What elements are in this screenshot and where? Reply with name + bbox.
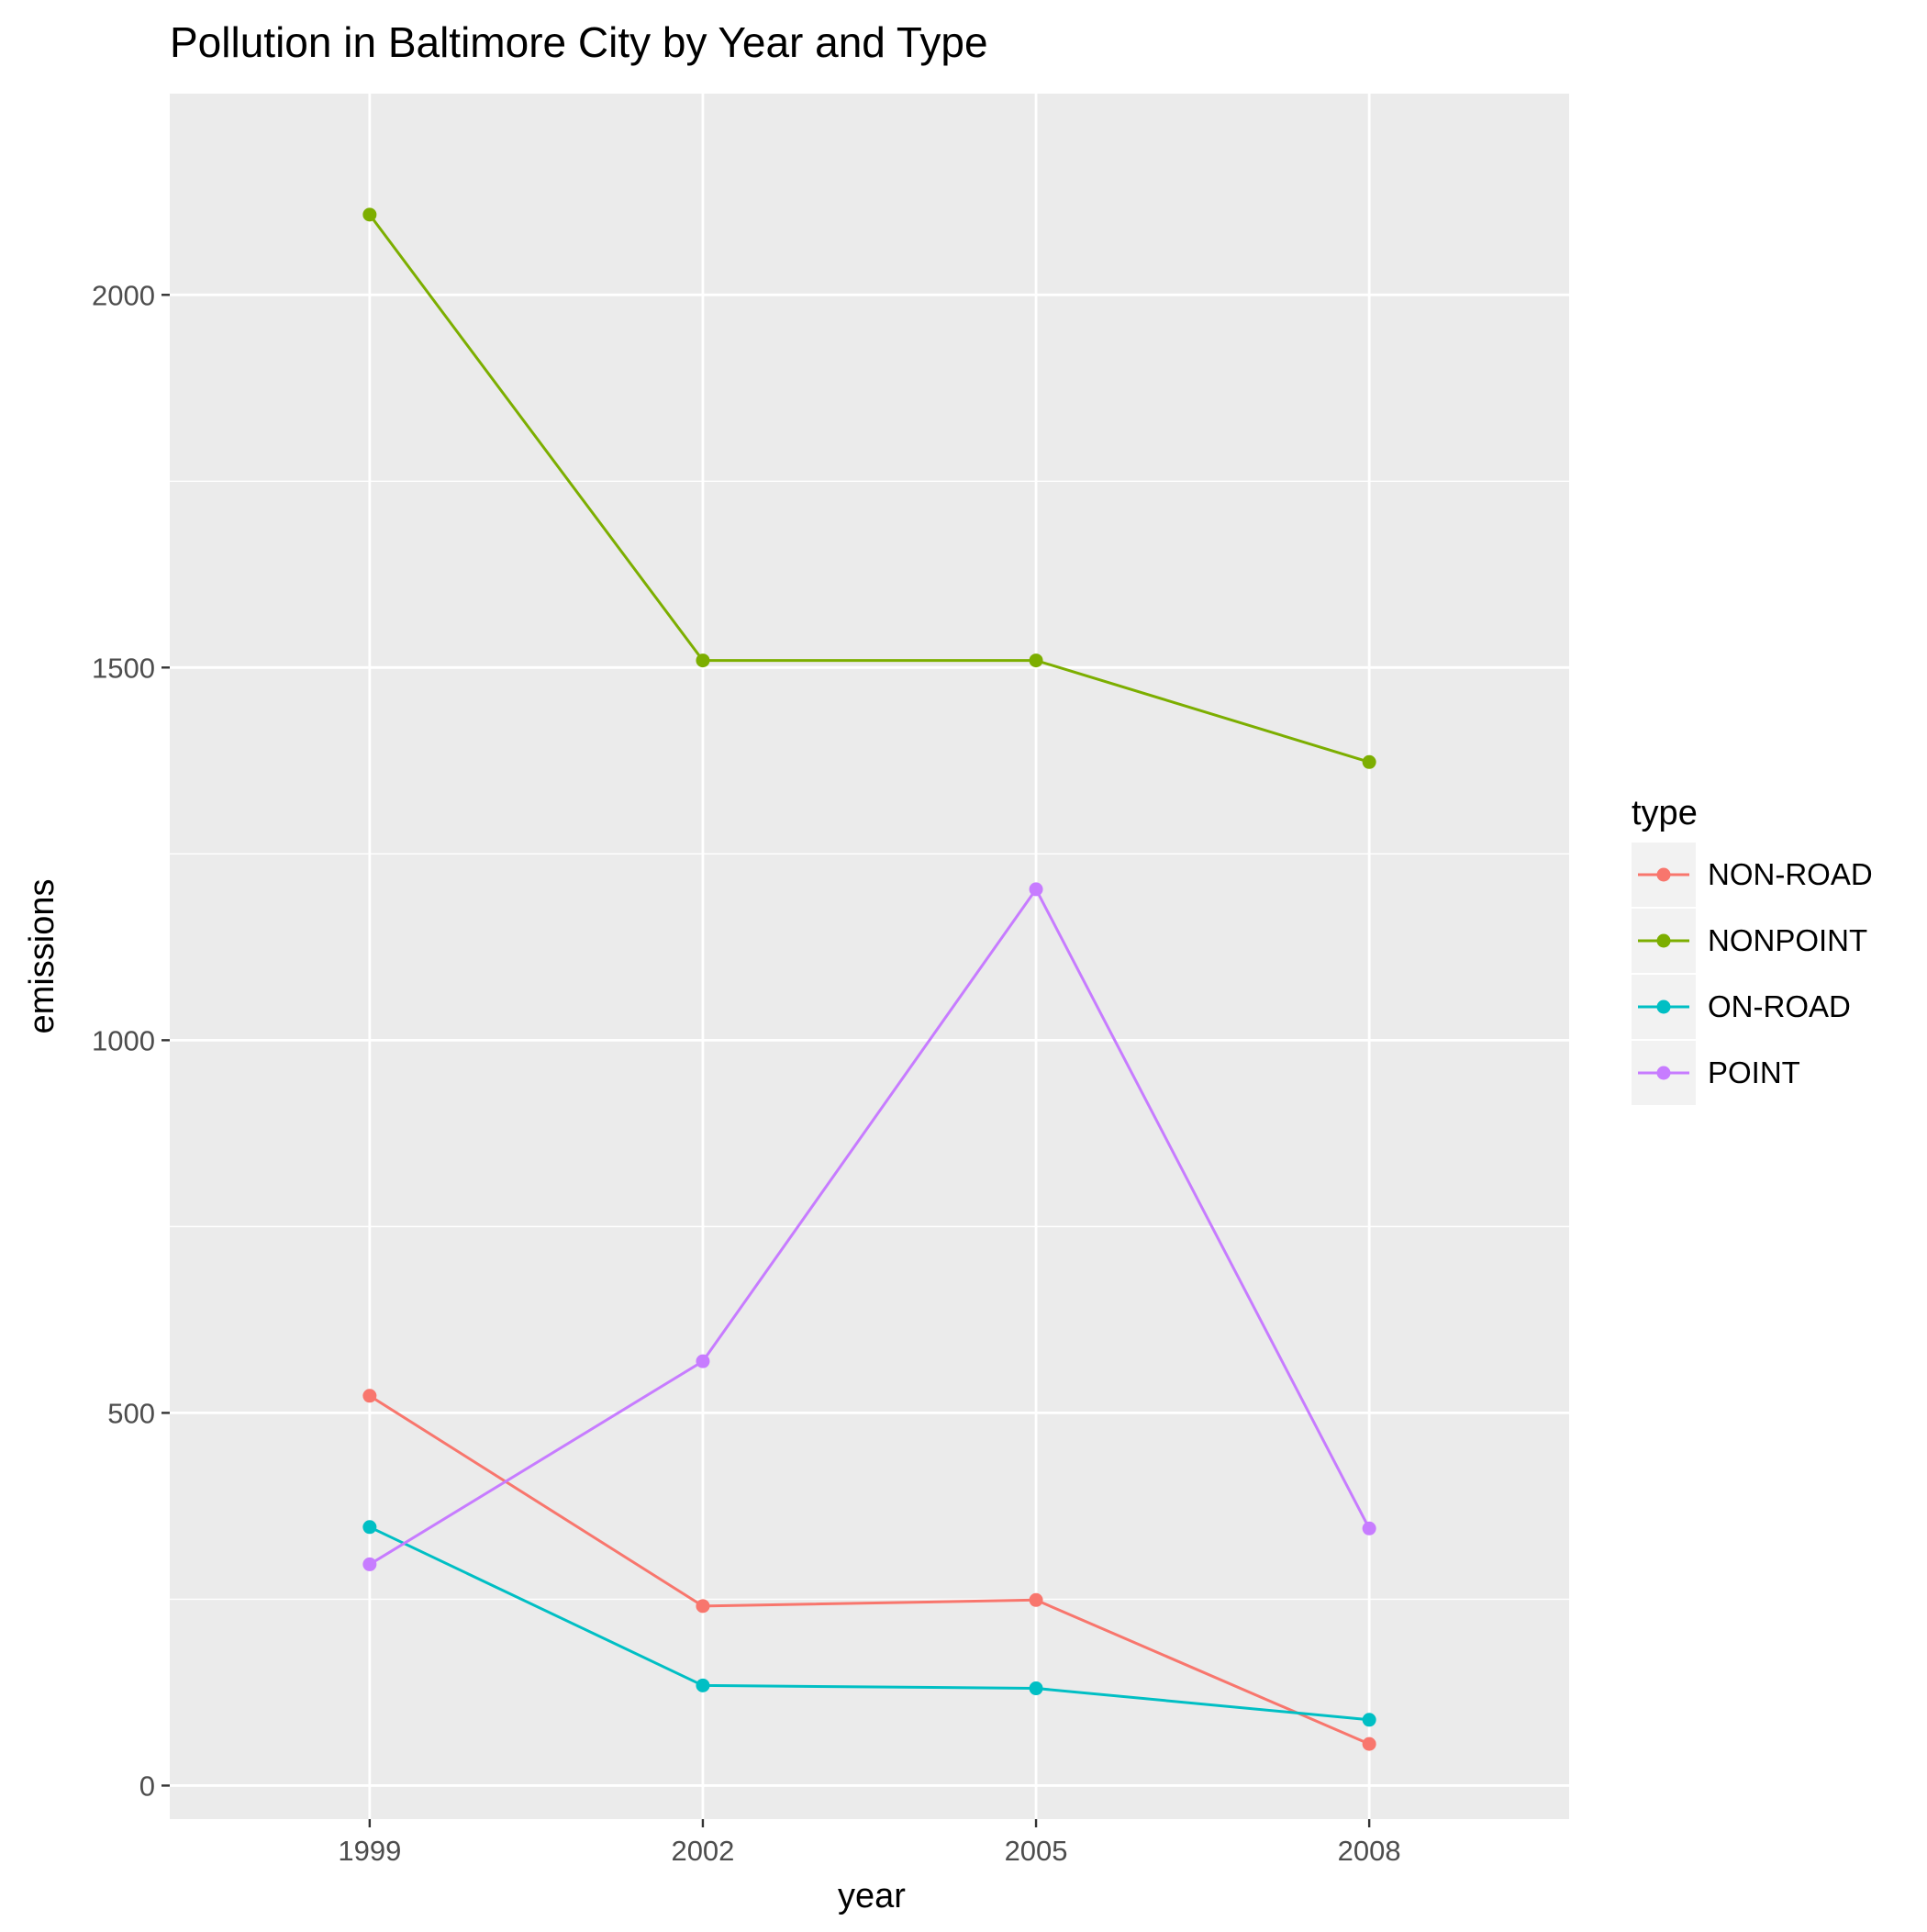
data-point [696, 1678, 710, 1692]
legend-item-point: POINT [1632, 1041, 1800, 1105]
y-tick-label: 500 [107, 1397, 155, 1429]
y-tick-label: 1500 [92, 652, 155, 684]
y-tick-label: 2000 [92, 279, 155, 311]
x-tick-label: 2005 [1005, 1835, 1068, 1867]
data-point [362, 207, 377, 222]
legend-key-point [1656, 1000, 1671, 1014]
y-tick-label: 0 [139, 1770, 155, 1802]
series-on-road [362, 1520, 1376, 1727]
data-point [1029, 1681, 1043, 1696]
legend-label: NONPOINT [1708, 923, 1867, 957]
x-tick-label: 1999 [338, 1835, 401, 1867]
data-point [362, 1557, 377, 1571]
legend-label: NON-ROAD [1708, 857, 1873, 891]
data-point [696, 1599, 710, 1614]
data-point [1362, 1521, 1376, 1536]
series-non-road [362, 1389, 1376, 1751]
legend-label: ON-ROAD [1708, 989, 1851, 1023]
data-point [696, 653, 710, 668]
series-line-non-road [369, 1394, 1370, 1746]
legend-key-point [1656, 867, 1671, 882]
series-nonpoint [362, 207, 1376, 769]
legend-key-point [1656, 1066, 1671, 1080]
series-line-nonpoint [368, 213, 1370, 764]
x-axis-title: year [838, 1877, 906, 1915]
legend-key-point [1656, 933, 1671, 948]
legend-label: POINT [1708, 1055, 1800, 1089]
plot-panel [170, 94, 1569, 1819]
legend-item-nonpoint: NONPOINT [1632, 909, 1867, 973]
legend-item-on-road: ON-ROAD [1632, 975, 1851, 1039]
legend-item-non-road: NON-ROAD [1632, 843, 1873, 907]
data-point [1362, 1713, 1376, 1727]
chart-title: Pollution in Baltimore City by Year and … [170, 18, 988, 66]
data-point [362, 1389, 377, 1403]
y-axis-title: emissions [23, 879, 61, 1034]
data-point [1029, 882, 1043, 897]
data-point [1029, 653, 1043, 668]
x-tick-label: 2008 [1338, 1835, 1401, 1867]
data-point [1362, 1737, 1376, 1751]
series-point [362, 882, 1376, 1571]
data-point [362, 1520, 377, 1535]
series-line-point [369, 887, 1371, 1566]
x-tick-label: 2002 [671, 1835, 734, 1867]
series-line-on-road [369, 1525, 1370, 1722]
data-point [696, 1354, 710, 1368]
data-point [1029, 1592, 1043, 1607]
data-point [1362, 754, 1376, 769]
y-tick-label: 1000 [92, 1024, 155, 1056]
legend-title: type [1632, 794, 1698, 832]
